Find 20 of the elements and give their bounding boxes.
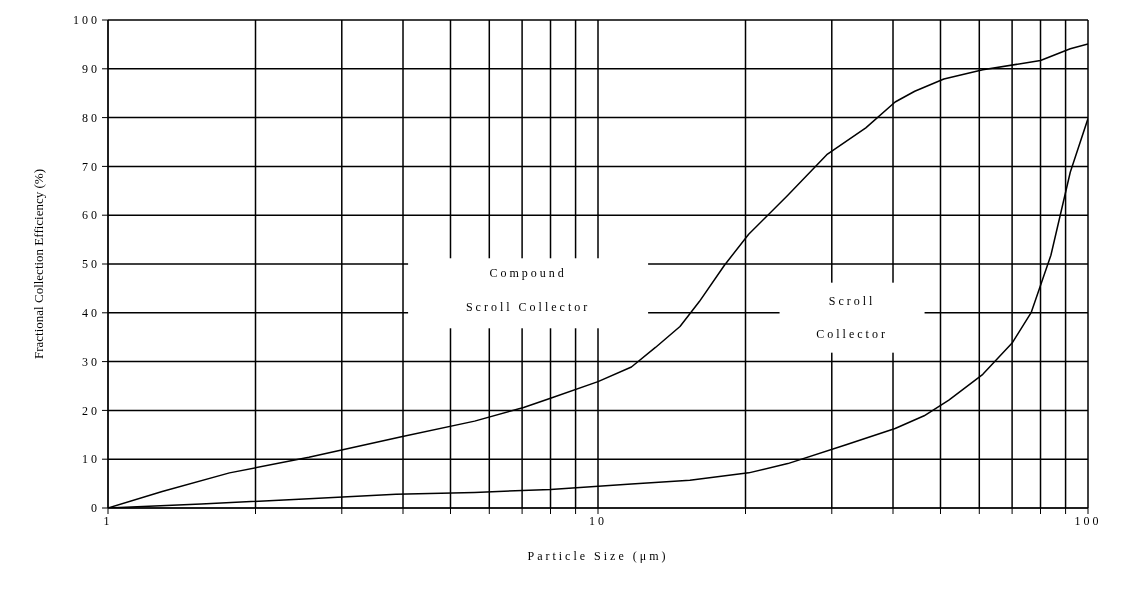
y-tick-label: 30 xyxy=(82,354,100,369)
y-tick-label: 50 xyxy=(82,257,100,272)
y-tick-label: 0 xyxy=(91,501,100,516)
y-tick-label: 100 xyxy=(73,13,100,28)
y-tick-label: 70 xyxy=(82,159,100,174)
y-tick-label: 80 xyxy=(82,110,100,125)
y-tick-label: 10 xyxy=(82,452,100,467)
x-tick-label: 100 xyxy=(1074,513,1102,528)
x-tick-label: 1 xyxy=(103,513,113,528)
annotation: Compound xyxy=(489,265,567,280)
annotation: Collector xyxy=(816,326,888,341)
x-tick-label: 10 xyxy=(589,513,607,528)
annotation: Scroll xyxy=(828,293,876,308)
y-tick-label: 40 xyxy=(82,306,100,321)
annotation: Scroll Collector xyxy=(465,299,591,314)
y-axis-title: Fractional Collection Efficiency (%) xyxy=(30,169,46,359)
y-tick-label: 90 xyxy=(82,62,100,77)
y-tick-label: 60 xyxy=(82,208,100,223)
y-tick-label: 20 xyxy=(82,403,100,418)
x-axis-title: Particle Size (μm) xyxy=(527,549,669,563)
